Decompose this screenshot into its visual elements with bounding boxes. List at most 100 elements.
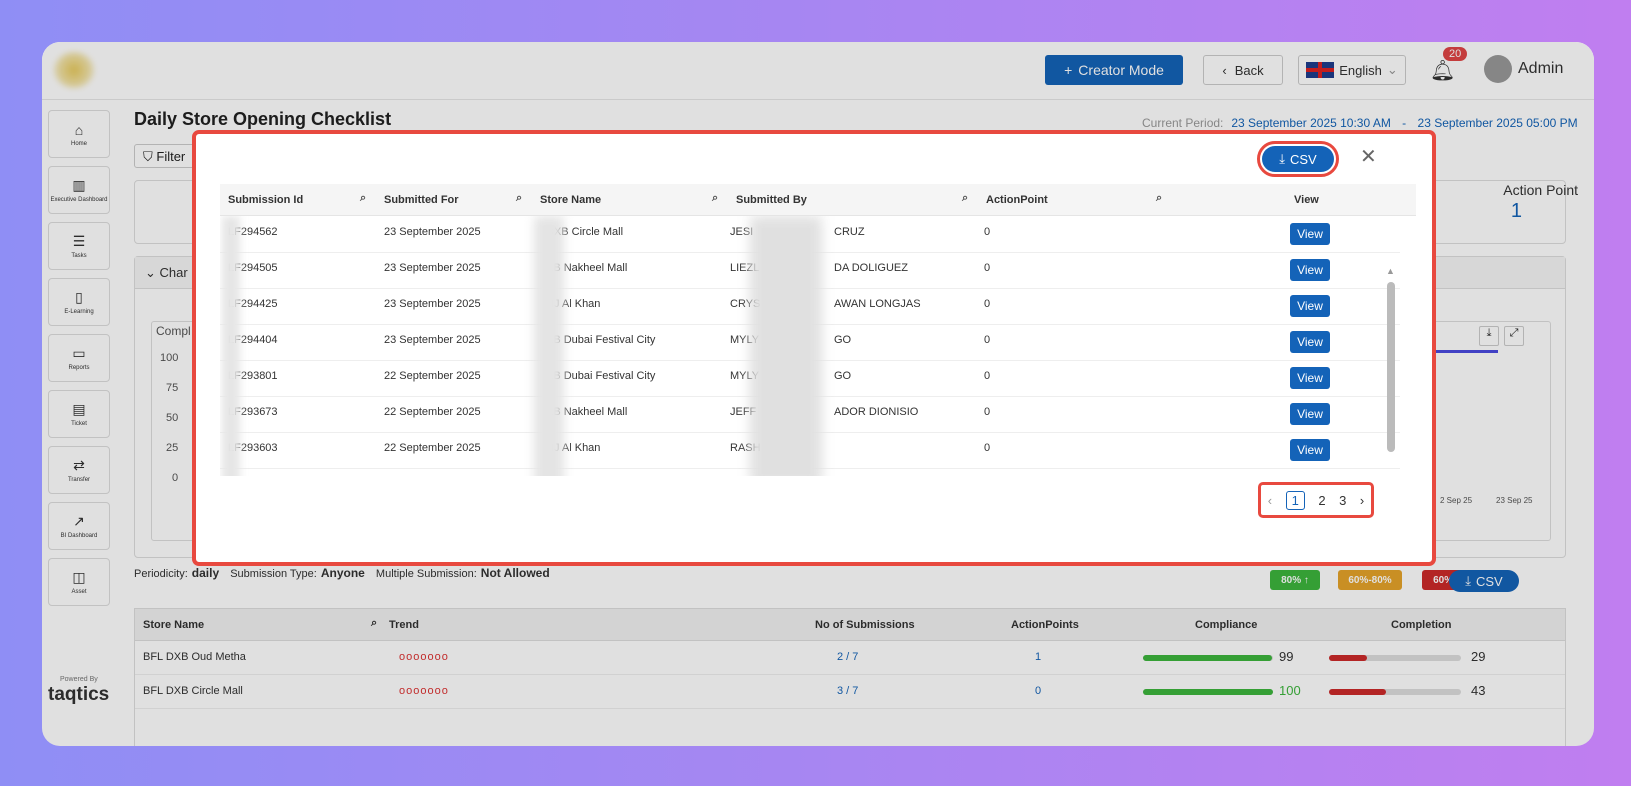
page-3[interactable]: 3 xyxy=(1339,492,1347,508)
bi-icon: ↗ xyxy=(73,513,85,529)
submissions-link[interactable]: 3 / 7 xyxy=(837,685,859,697)
col-store-name[interactable]: Store Name xyxy=(143,619,205,631)
col-view: View xyxy=(1294,194,1319,206)
col-store-name: Store Name xyxy=(540,194,602,206)
asset-icon: ◫ xyxy=(72,569,86,585)
next-page-icon[interactable]: › xyxy=(1359,492,1365,508)
search-icon[interactable]: ⌕ xyxy=(371,617,378,629)
expand-icon[interactable]: ⤢ xyxy=(1504,326,1524,346)
submissions-modal: ⤓ CSV ✕ Submission Id ⌕ Submitted For ⌕ S… xyxy=(192,130,1436,566)
actionpoint-cell: 0 xyxy=(984,262,991,274)
col-compliance[interactable]: Compliance xyxy=(1195,619,1258,631)
csv-export-button[interactable]: ⤓ CSV xyxy=(1257,141,1339,177)
tasks-icon: ☰ xyxy=(72,233,86,249)
scrollbar[interactable]: ▲ ▼ xyxy=(1386,266,1396,476)
page-title: Daily Store Opening Checklist xyxy=(134,109,392,129)
page-2[interactable]: 2 xyxy=(1318,492,1326,508)
search-icon[interactable]: ⌕ xyxy=(1156,192,1163,204)
user-name[interactable]: Admin xyxy=(1518,60,1564,77)
y-tick: 75 xyxy=(166,382,179,394)
x-tick: 2 Sep 25 xyxy=(1440,496,1473,505)
view-button[interactable]: View xyxy=(1290,403,1330,425)
action-point-value: 1 xyxy=(1510,200,1522,222)
y-tick: 25 xyxy=(166,442,179,454)
filter-button[interactable]: ⛉ Filter xyxy=(134,144,224,168)
legend-mid: 60%-80% xyxy=(1338,570,1402,590)
chevron-down-icon: ⌄ xyxy=(1386,62,1398,77)
submissions-table: Submission Id ⌕ Submitted For ⌕ Store Na… xyxy=(220,184,1416,476)
view-button[interactable]: View xyxy=(1290,259,1330,281)
store-name-cell: XB Nakheel Mall xyxy=(546,262,628,274)
scroll-up-icon[interactable]: ▲ xyxy=(1386,266,1395,276)
col-submitted-by: Submitted By xyxy=(736,194,807,206)
col-completion[interactable]: Completion xyxy=(1391,619,1452,631)
actionpoint-cell: 0 xyxy=(984,226,991,238)
sidebar-item-ticket[interactable]: ▤ Ticket xyxy=(48,390,110,438)
search-icon[interactable]: ⌕ xyxy=(516,192,523,204)
col-actionpoints[interactable]: ActionPoints xyxy=(1011,619,1079,631)
submissions-link[interactable]: 2 / 7 xyxy=(837,651,859,663)
submission-id-cell: LF294404 xyxy=(228,334,278,346)
brand-logo: taqtics xyxy=(48,684,110,705)
store-name-cell: XB Dubai Festival City xyxy=(546,334,656,346)
sidebar-item-label: Transfer xyxy=(67,477,91,483)
search-icon[interactable]: ⌕ xyxy=(360,192,367,204)
compliance-value: 100 xyxy=(1279,683,1301,698)
view-button[interactable]: View xyxy=(1290,331,1330,353)
sidebar-item-home[interactable]: ⌂ Home xyxy=(48,110,110,158)
submission-id-cell: LF294425 xyxy=(228,298,278,310)
sidebar-item-executive-dashboard[interactable]: ▥ Executive Dashboard xyxy=(48,166,110,214)
submitted-by-cell: ADOR DIONISIO xyxy=(834,406,919,418)
home-icon: ⌂ xyxy=(74,121,84,138)
sidebar-item-e-learning[interactable]: ▯ E-Learning xyxy=(48,278,110,326)
prev-page-icon[interactable]: ‹ xyxy=(1267,492,1273,508)
download-icon: ⤓ xyxy=(1465,573,1471,588)
submitted-for-cell: 23 September 2025 xyxy=(384,298,481,310)
creator-mode-button[interactable]: + Creator Mode xyxy=(1045,55,1183,85)
store-name-cell: XB Dubai Festival City xyxy=(546,370,656,382)
bell-icon[interactable]: 🔔︎ xyxy=(1430,60,1456,82)
actionpoint-cell: 0 xyxy=(984,406,991,418)
checklist-meta: Periodicity: daily Submission Type: Anyone… xyxy=(134,566,550,580)
chevron-left-icon: ‹ xyxy=(1222,62,1227,78)
sidebar-item-bi-dashboard[interactable]: ↗ BI Dashboard xyxy=(48,502,110,550)
view-button[interactable]: View xyxy=(1290,295,1330,317)
avatar[interactable] xyxy=(1484,55,1512,83)
compliance-value: 99 xyxy=(1279,649,1294,664)
powered-by: Powered By xyxy=(60,676,98,683)
plus-icon: + xyxy=(1064,62,1073,78)
search-icon[interactable]: ⌕ xyxy=(962,192,969,204)
redaction-blur xyxy=(222,216,240,476)
submitted-for-cell: 23 September 2025 xyxy=(384,262,481,274)
language-select[interactable]: English ⌄ xyxy=(1298,55,1406,85)
pagination: ‹ 1 2 3 › xyxy=(1258,482,1374,518)
page-1[interactable]: 1 xyxy=(1285,490,1305,510)
sidebar-item-asset[interactable]: ◫ Asset xyxy=(48,558,110,606)
filter-icon: ⛉ xyxy=(143,149,157,164)
submitted-by-cell: JEFF xyxy=(730,406,757,418)
close-icon[interactable]: ✕ xyxy=(1360,146,1377,168)
current-period: Current Period: 23 September 2025 10:30 A… xyxy=(1142,116,1578,130)
sidebar-item-tasks[interactable]: ☰ Tasks xyxy=(48,222,110,270)
csv-download-button[interactable]: ⤓ CSV xyxy=(1449,570,1519,592)
submission-id-cell: LF294562 xyxy=(228,226,278,238)
submitted-for-cell: 22 September 2025 xyxy=(384,370,481,382)
search-icon[interactable]: ⌕ xyxy=(712,192,719,204)
ticket-icon: ▤ xyxy=(72,401,86,417)
chart-icon: ▥ xyxy=(72,177,86,193)
back-button[interactable]: ‹ Back xyxy=(1203,55,1283,85)
sidebar-item-reports[interactable]: ▭ Reports xyxy=(48,334,110,382)
submitted-for-cell: 22 September 2025 xyxy=(384,442,481,454)
view-button[interactable]: View xyxy=(1290,223,1330,245)
sidebar-item-transfer[interactable]: ⇄ Transfer xyxy=(48,446,110,494)
sidebar-item-label: Executive Dashboard xyxy=(50,197,108,203)
view-button[interactable]: View xyxy=(1290,367,1330,389)
submission-id-cell: LF294505 xyxy=(228,262,278,274)
scrollbar-thumb[interactable] xyxy=(1387,282,1395,452)
sidebar: ⌂ Home ▥ Executive Dashboard ☰ Tasks ▯ E-Learni… xyxy=(48,110,112,614)
table-row: BFL DXB Circle Mall ooooooo 3 / 7 0 100 43 xyxy=(135,675,1565,709)
download-icon[interactable]: ⤓ xyxy=(1479,326,1499,346)
submitted-by-cell: GO xyxy=(834,334,852,346)
view-button[interactable]: View xyxy=(1290,439,1330,461)
submitted-by-cell: CRUZ xyxy=(834,226,865,238)
